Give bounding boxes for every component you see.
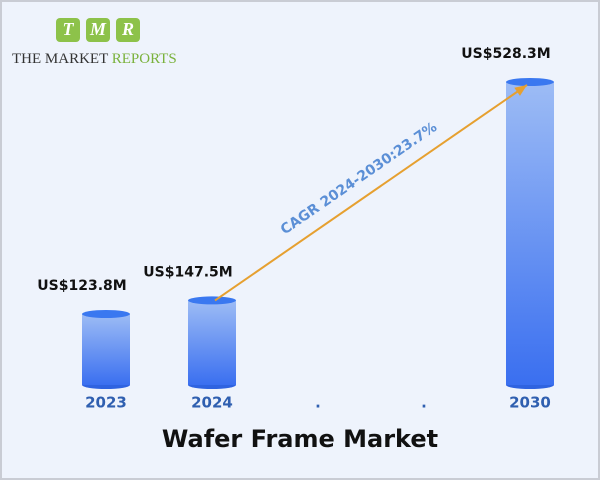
logo-text: THE MARKET REPORTS (12, 51, 177, 67)
chart-title: Wafer Frame Market (162, 425, 438, 453)
x-tick-label: . (421, 394, 427, 412)
arrow-head (514, 85, 527, 96)
x-tick-label: 2024 (191, 394, 233, 412)
bar (188, 300, 236, 385)
value-label: US$123.8M (37, 278, 126, 294)
x-tick-label: 2023 (85, 394, 127, 412)
bar-top (82, 309, 130, 318)
value-label: US$147.5M (143, 264, 232, 280)
logo-name: THE MARKET (12, 51, 108, 67)
bar (506, 82, 554, 385)
logo-letter: R (121, 19, 134, 39)
logo-letter: T (63, 19, 75, 39)
logo-tile (116, 18, 140, 42)
logo-tile (86, 18, 110, 42)
bar-top (188, 296, 236, 305)
logo-accent: REPORTS (112, 51, 177, 67)
x-tick-label: 2030 (509, 394, 551, 412)
cagr-arrow (214, 84, 528, 302)
logo-letter: M (89, 19, 107, 39)
bar-top (506, 78, 554, 86)
x-tick-label: . (315, 394, 321, 412)
value-label: US$528.3M (461, 46, 550, 62)
bar (82, 313, 130, 385)
logo: T M R THE MARKET REPORTS (12, 18, 177, 67)
logo-tile (56, 18, 80, 42)
